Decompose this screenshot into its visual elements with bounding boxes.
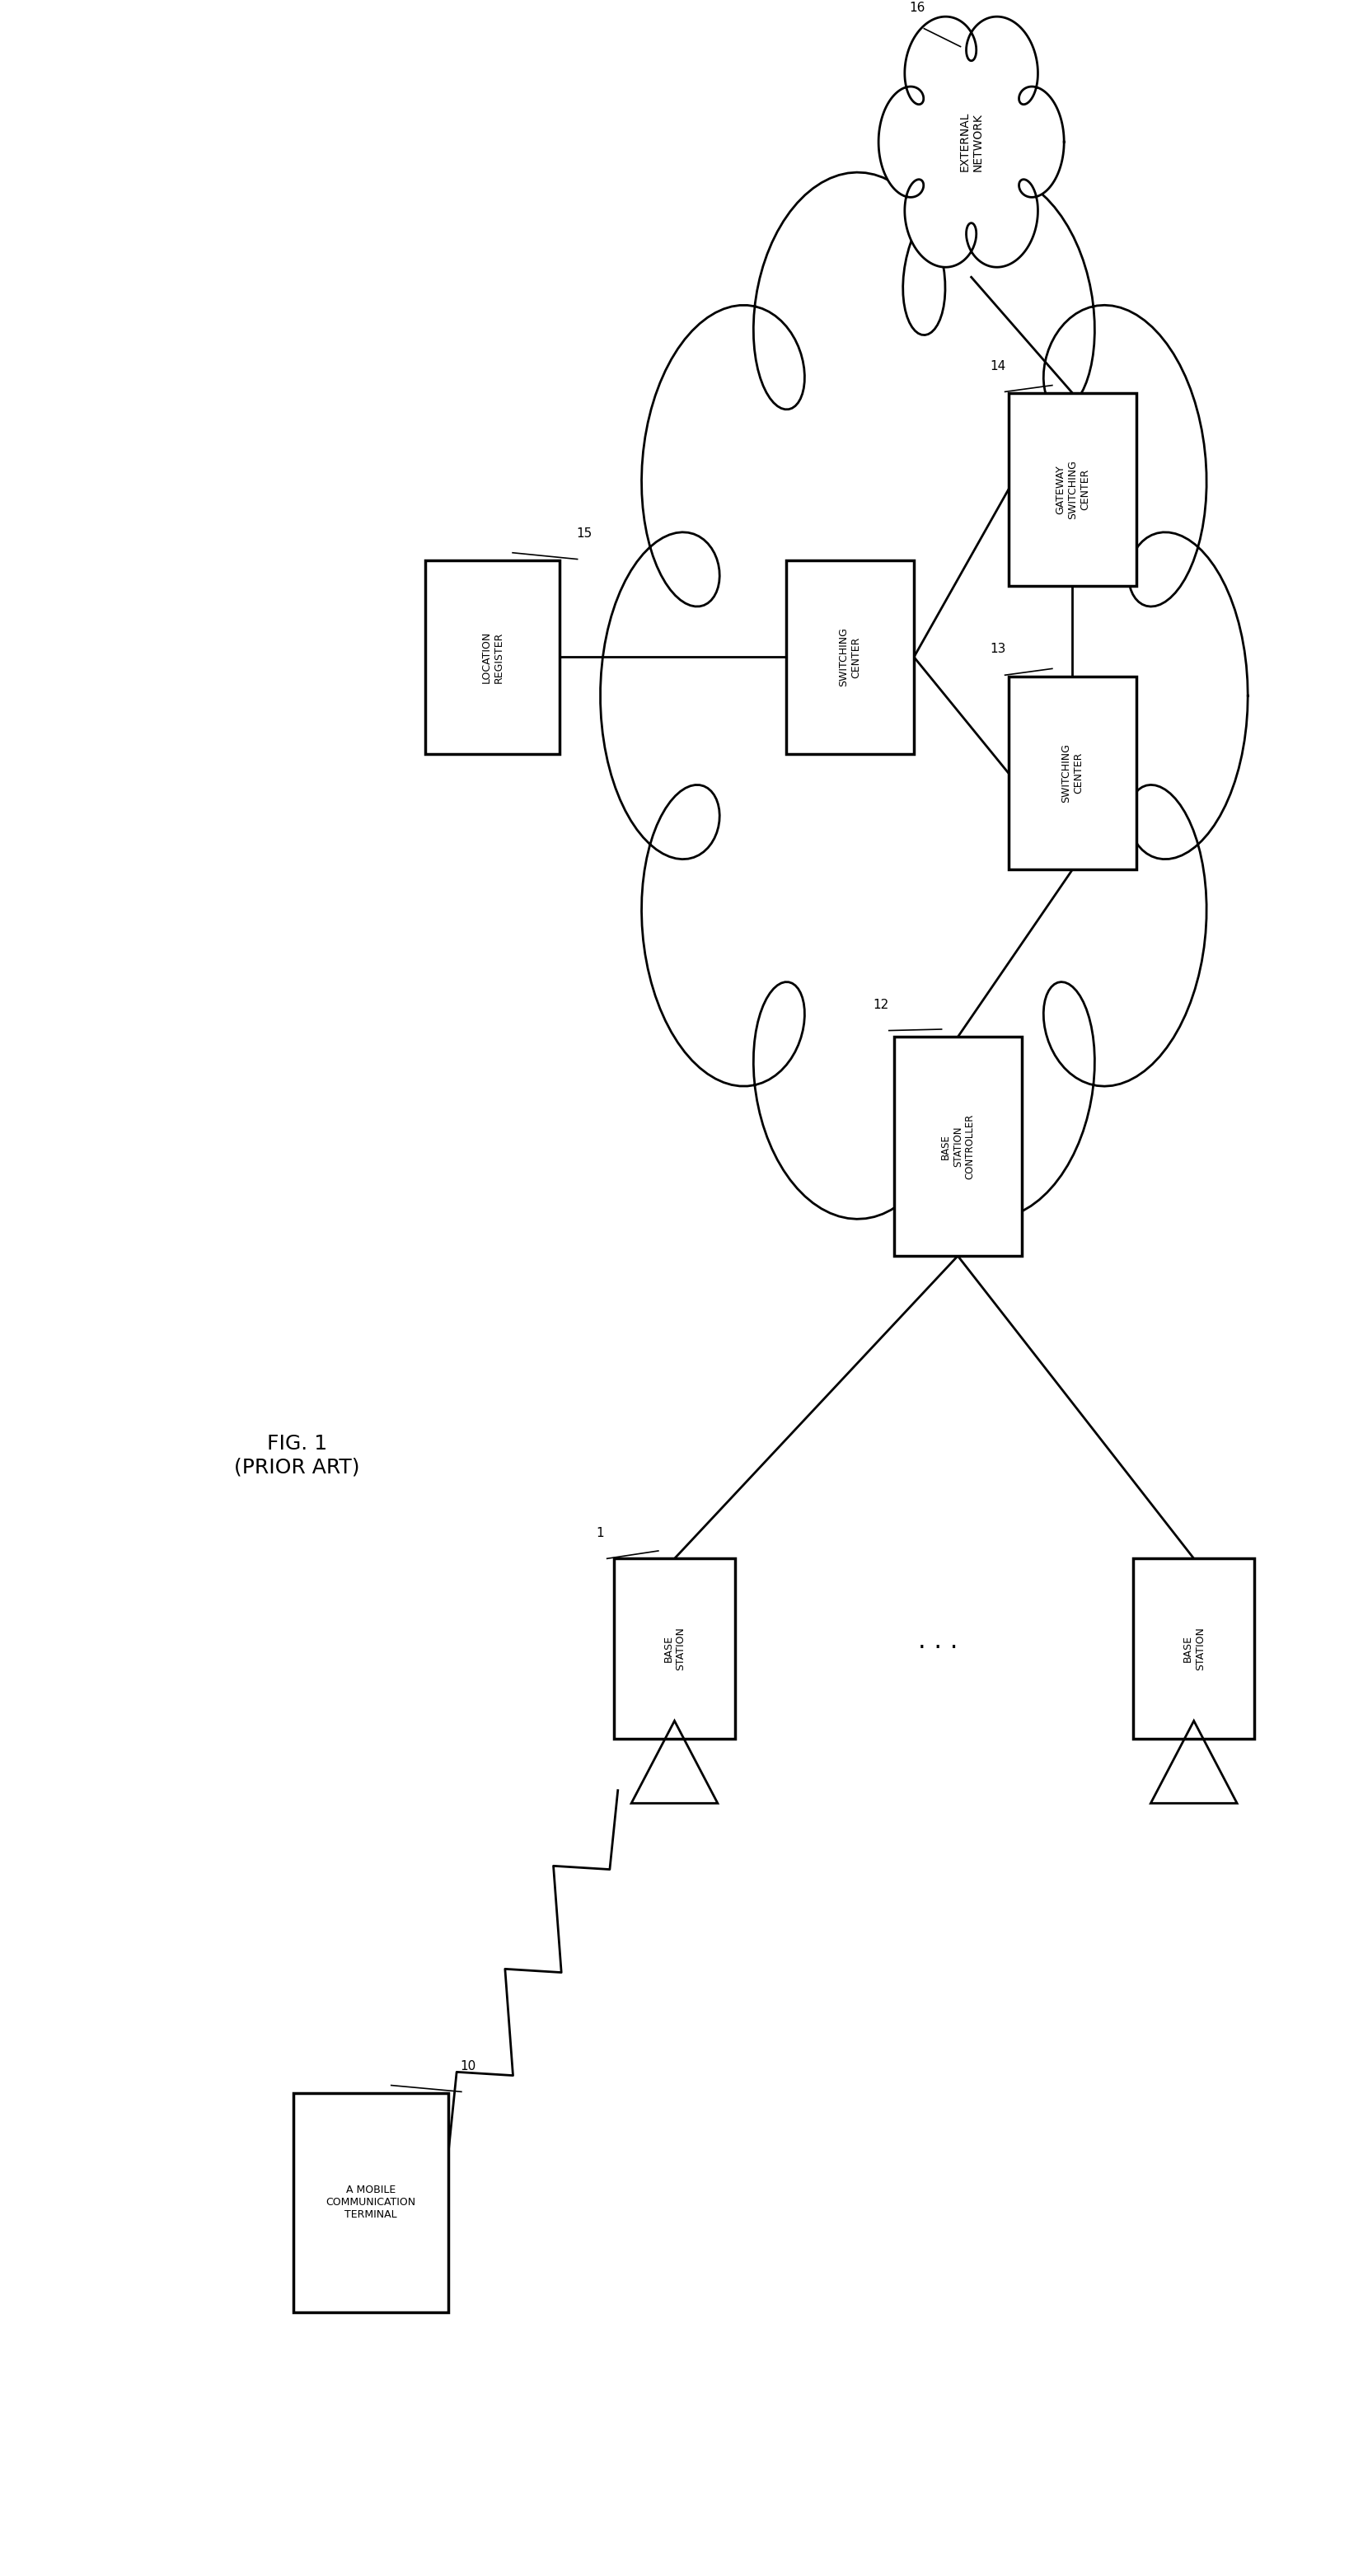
- Bar: [614, 1558, 735, 1739]
- Text: 12: 12: [873, 999, 889, 1010]
- Text: 13: 13: [990, 644, 1006, 654]
- Text: EXTERNAL
NETWORK: EXTERNAL NETWORK: [959, 111, 983, 173]
- Text: 15: 15: [576, 528, 592, 538]
- Bar: [1009, 394, 1136, 587]
- Text: SWITCHING
CENTER: SWITCHING CENTER: [1060, 744, 1085, 804]
- Bar: [785, 562, 915, 755]
- Text: SWITCHING
CENTER: SWITCHING CENTER: [838, 629, 862, 688]
- Text: BASE
STATION
CONTROLLER: BASE STATION CONTROLLER: [940, 1113, 975, 1180]
- Bar: [894, 1038, 1023, 1257]
- Bar: [425, 562, 560, 755]
- Bar: [294, 2094, 448, 2313]
- Polygon shape: [600, 173, 1248, 1218]
- Text: LOCATION
REGISTER: LOCATION REGISTER: [480, 631, 505, 683]
- Bar: [1133, 1558, 1255, 1739]
- Text: GATEWAY
SWITCHING
CENTER: GATEWAY SWITCHING CENTER: [1055, 461, 1090, 520]
- Text: · · ·: · · ·: [917, 1636, 958, 1662]
- Text: BASE
STATION: BASE STATION: [662, 1628, 687, 1669]
- Text: BASE
STATION: BASE STATION: [1182, 1628, 1206, 1669]
- Text: FIG. 1
(PRIOR ART): FIG. 1 (PRIOR ART): [233, 1435, 360, 1476]
- Text: 14: 14: [990, 361, 1006, 371]
- Text: A MOBILE
COMMUNICATION
TERMINAL: A MOBILE COMMUNICATION TERMINAL: [326, 2184, 415, 2221]
- Text: 16: 16: [909, 3, 925, 13]
- Bar: [1009, 677, 1136, 871]
- Text: 1: 1: [596, 1528, 604, 1538]
- Polygon shape: [878, 15, 1064, 268]
- Text: 10: 10: [460, 2061, 476, 2071]
